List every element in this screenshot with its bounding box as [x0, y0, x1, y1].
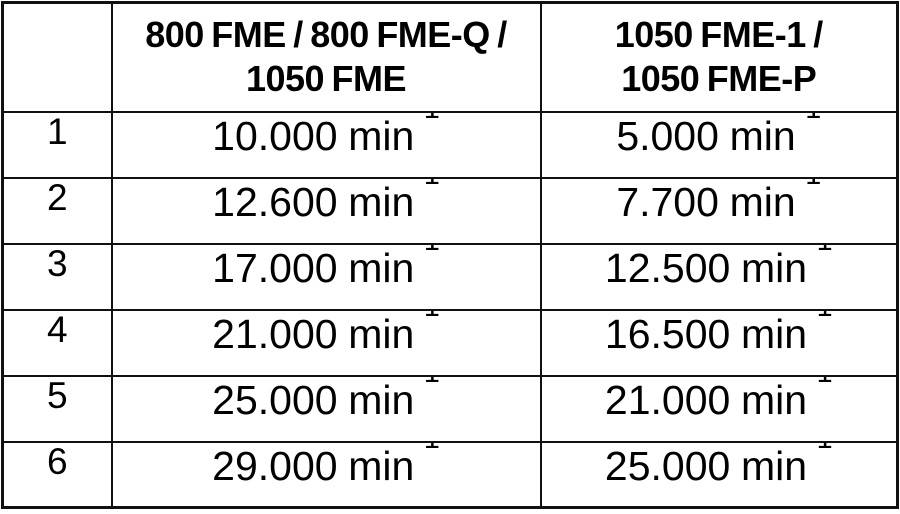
unit-exponent: -1 [807, 444, 833, 456]
speed-value: 12.500 [604, 244, 731, 291]
unit-exponent: -1 [414, 378, 440, 390]
speed-value: 17.000 [212, 244, 338, 291]
unit-label: min [348, 376, 415, 423]
speed-value: 10.000 [212, 112, 338, 159]
unit-exponent: -1 [414, 444, 440, 456]
gear-number-cell: 2 [1, 176, 113, 245]
unit-label: min [729, 178, 796, 225]
unit-label: min [740, 376, 808, 423]
header-cell-1050fme: 1050 FME-1 / 1050 FME-P [539, 1, 899, 113]
unit-exponent: -1 [807, 378, 833, 390]
speed-value: 5.000 [616, 112, 719, 159]
gear-number-cell: 4 [1, 308, 113, 377]
gear-number-cell: 1 [1, 110, 113, 179]
unit-exponent: -1 [807, 246, 833, 258]
gear-number-cell: 5 [1, 374, 113, 443]
unit-label: min [740, 244, 808, 291]
unit-exponent: -1 [414, 246, 440, 258]
unit-exponent: -1 [796, 180, 822, 192]
unit-label: min [348, 244, 415, 291]
speed-value: 12.600 [212, 178, 338, 225]
header-cell-800fme: 800 FME / 800 FME-Q / 1050 FME [110, 1, 542, 113]
unit-label: min [740, 442, 808, 489]
speed-value: 21.000 [212, 310, 338, 357]
gear-number-cell: 6 [1, 440, 113, 509]
unit-exponent: -1 [414, 312, 440, 324]
speed-value: 25.000 [604, 442, 731, 489]
unit-exponent: -1 [796, 114, 822, 126]
header-cell-empty [1, 1, 113, 113]
speed-value: 29.000 [212, 442, 338, 489]
speed-value: 21.000 [604, 376, 731, 423]
unit-label: min [729, 112, 796, 159]
unit-label: min [348, 310, 415, 357]
unit-label: min [740, 310, 808, 357]
unit-label: min [348, 178, 415, 225]
header-row: 800 FME / 800 FME-Q / 1050 FME 1050 FME-… [1, 1, 899, 113]
speed-value: 7.700 [616, 178, 719, 225]
speed-value: 16.500 [604, 310, 731, 357]
speed-value: 25.000 [212, 376, 338, 423]
unit-exponent: -1 [807, 312, 833, 324]
unit-exponent: -1 [414, 180, 440, 192]
unit-label: min [348, 442, 415, 489]
gear-number-cell: 3 [1, 242, 113, 311]
unit-label: min [348, 112, 415, 159]
unit-exponent: -1 [414, 114, 440, 126]
